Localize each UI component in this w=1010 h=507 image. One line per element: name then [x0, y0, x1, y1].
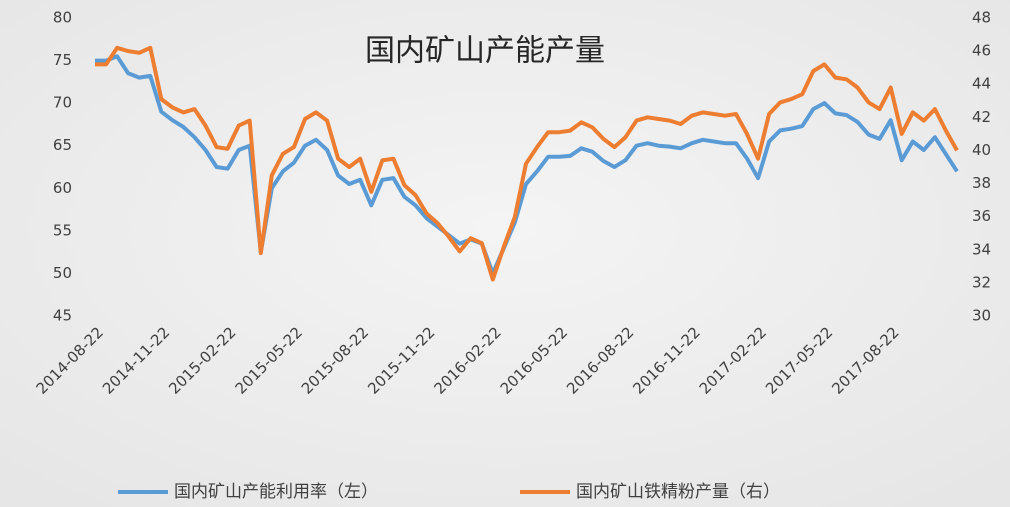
y2-tick-label: 30: [972, 307, 991, 325]
y2-tick-label: 40: [972, 141, 991, 159]
y2-tick-label: 32: [972, 273, 991, 291]
y-tick-label: 75: [53, 51, 72, 69]
y2-tick-label: 34: [972, 240, 991, 258]
y2-tick-label: 44: [972, 75, 991, 93]
y-tick-label: 45: [53, 307, 72, 325]
y2-tick-label: 42: [972, 108, 991, 126]
y2-tick-label: 38: [972, 174, 991, 192]
y-tick-label: 70: [53, 94, 72, 112]
legend-label: 国内矿山铁精粉产量（右）: [576, 482, 780, 502]
y-tick-label: 65: [53, 136, 72, 154]
y2-tick-label: 48: [972, 9, 991, 27]
y-tick-label: 60: [53, 179, 72, 197]
y-tick-label: 55: [53, 221, 72, 239]
legend-label: 国内矿山产能利用率（左）: [174, 482, 378, 502]
chart-title: 国内矿山产能产量: [365, 34, 605, 69]
y2-tick-label: 36: [972, 207, 991, 225]
y-tick-label: 80: [53, 9, 72, 27]
y2-tick-label: 46: [972, 42, 991, 60]
line-series: [95, 45, 959, 282]
y-tick-label: 50: [53, 264, 72, 282]
line-series: [95, 54, 959, 276]
